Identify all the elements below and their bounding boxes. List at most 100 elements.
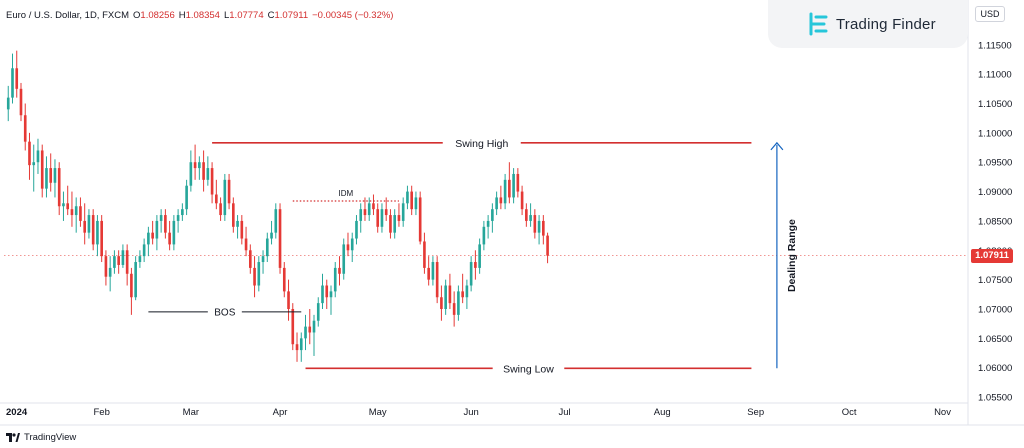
candle-body [440,297,443,309]
candle-body [546,235,549,256]
tradingview-label: TradingView [24,431,77,443]
candle-body [257,262,261,286]
tradingview-footer[interactable]: TradingView [6,431,76,443]
candle-body [261,256,265,263]
candle-body [329,291,333,298]
candle-body [87,215,91,233]
price-tick-label: 1.10000 [978,128,1012,139]
candle-body [6,97,10,110]
candle-body [367,203,371,216]
change-value: −0.00345 (−0.32%) [312,9,394,21]
candle-body [11,68,14,98]
candle-body [23,115,27,142]
candle-body [397,215,401,221]
candle-body [308,326,312,333]
candle-body [499,197,503,204]
candle-body [168,232,171,245]
currency-selector[interactable]: USD [975,6,1005,22]
candle-body [435,262,439,298]
price-tick-label: 1.05500 [978,393,1012,404]
candle-body [159,215,163,221]
candle-body [83,220,87,233]
close-value: 1.07911 [274,9,309,21]
candle-body [389,215,392,233]
candle-body [134,262,137,298]
candle-body [372,203,375,210]
candle-body [333,267,337,292]
candle-body [457,291,460,315]
candle-body [444,285,447,309]
candle-body [19,88,23,116]
candle-body [240,220,244,239]
open-value: 1.08256 [140,9,175,21]
candle-body [270,232,273,239]
candle-body [45,168,48,189]
candle-body [151,232,154,239]
candle-body [452,303,456,315]
candle-body [215,194,218,204]
candle-body [316,303,320,321]
candle-body [380,209,384,227]
candle-body [516,173,520,192]
candle-body [474,262,477,268]
candle-body [164,215,167,233]
candle-body [406,191,409,204]
candle-body [117,256,120,265]
candle-body [486,220,490,227]
candle-body [57,168,61,207]
price-tick-label: 1.08500 [978,216,1012,227]
brand-name: Trading Finder [836,15,936,33]
candle-body [495,197,498,210]
candle-body [525,209,528,221]
candle-body [172,220,176,245]
low-value: 1.07774 [229,9,264,21]
candle-body [376,209,380,227]
candle-body [503,179,507,204]
candle-body [40,150,44,189]
candle-body [147,232,150,245]
candle-body [100,220,103,257]
candle-body [278,209,282,268]
candle-body [244,238,248,251]
candle-body [423,241,426,268]
candle-body [321,285,324,304]
candle-body [295,344,299,351]
brand-logo-card: Trading Finder [768,0,968,48]
candle-body [346,244,350,251]
candle-body [32,162,36,166]
candle-body [236,220,239,227]
price-tick-label: 1.09500 [978,158,1012,169]
candle-body [274,209,278,233]
candle-body [355,220,358,239]
candle-body [223,179,227,216]
candle-body [529,215,532,221]
time-tick-label: Apr [273,407,288,418]
candle-body [189,162,193,186]
candle-body [414,197,418,210]
candle-body [342,244,346,274]
candle-body [401,203,405,221]
candle-body [384,209,388,216]
candle-body [53,168,57,183]
high-label: H [178,9,186,21]
candle-body [198,162,201,169]
candle-body [537,220,541,233]
price-tick-label: 1.06500 [978,334,1012,345]
price-tick-label: 1.09000 [978,187,1012,198]
symbol-label: Euro / U.S. Dollar, 1D, FXCM [6,9,130,21]
candle-body [130,273,133,298]
candle-body [113,256,116,268]
candle-body [36,150,40,163]
candle-body [491,209,494,221]
candle-body [427,267,430,280]
swing-low-label: Swing Low [503,363,554,375]
candle-body [265,238,269,257]
candle-body [181,209,184,216]
price-tick-label: 1.07500 [978,275,1012,286]
candle-body [312,320,316,333]
candle-body [155,220,159,239]
candle-body [219,203,222,216]
time-tick-label: Sep [747,407,764,418]
